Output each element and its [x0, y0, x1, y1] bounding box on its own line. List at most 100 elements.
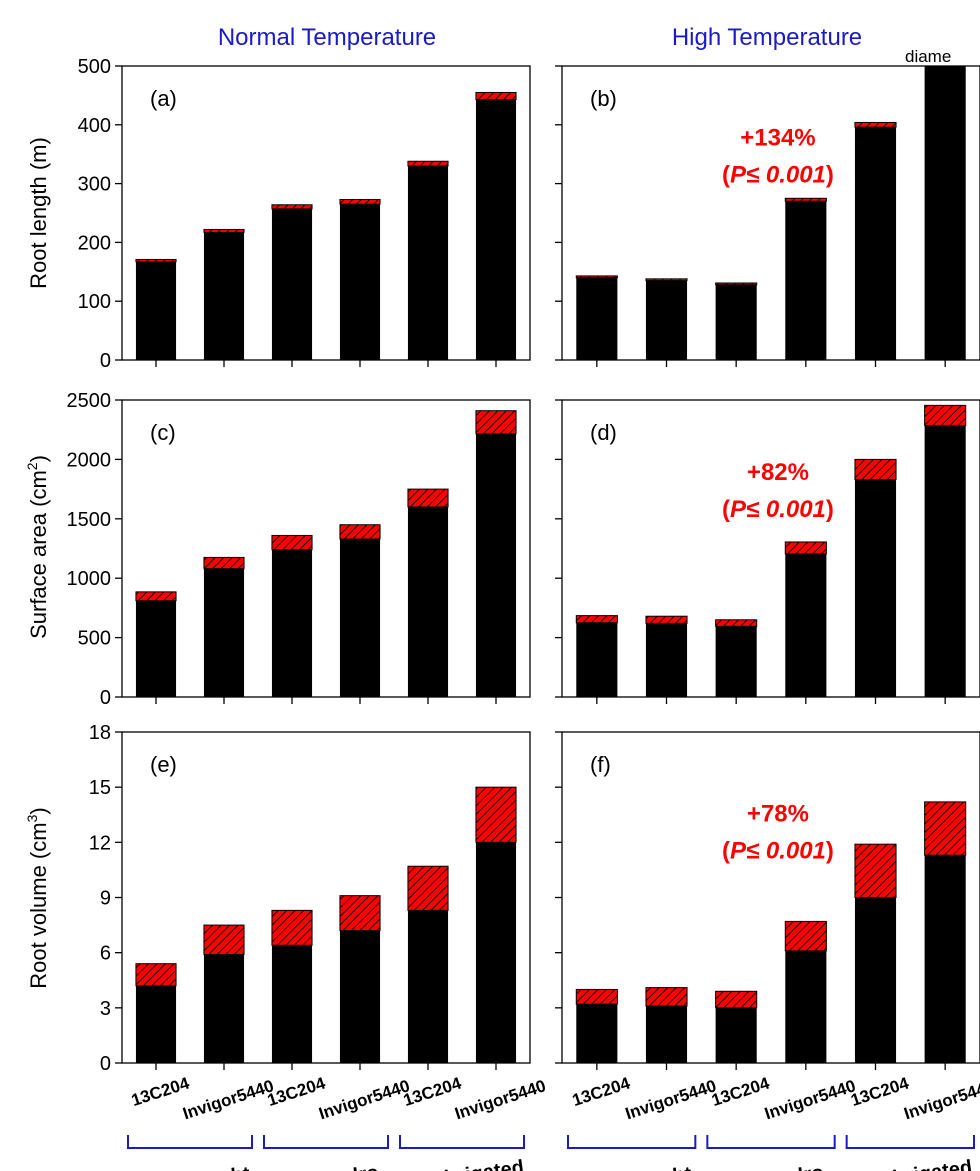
y-tick-label: 15	[89, 777, 111, 799]
y-tick-label: 100	[78, 291, 111, 313]
x-category-label: Invigor5440	[902, 1076, 980, 1123]
group-bracket	[127, 1135, 253, 1149]
y-tick-label: 2000	[67, 449, 112, 471]
bar-coarse-roots	[135, 258, 177, 263]
panel-e: 0 3 6 9 12 15 18 (e)	[89, 722, 531, 1075]
bar-fine-roots	[576, 622, 618, 697]
bar-coarse-roots	[203, 228, 245, 233]
y-label-surface-area-sup: 2	[24, 462, 40, 470]
bar-coarse-roots	[854, 458, 897, 481]
bar-coarse-roots	[203, 556, 245, 570]
bar-coarse-roots	[645, 615, 688, 624]
bar-coarse-roots	[271, 204, 313, 210]
bar-coarse-roots	[924, 801, 967, 856]
group-label: Severe drought	[103, 1163, 252, 1171]
bar-fine-roots	[407, 910, 449, 1063]
x-category-label: Invigor5440	[180, 1076, 276, 1123]
bar-group	[575, 801, 967, 1063]
annotation-percent: +82%	[747, 459, 809, 486]
annotation-pvalue: (P≤ 0.001)	[722, 161, 834, 188]
y-tick-label: 1500	[67, 509, 112, 531]
group-bracket	[567, 1135, 697, 1149]
bar-coarse-roots	[271, 909, 313, 946]
panel-frame	[121, 731, 531, 1064]
y-tick-label: 500	[78, 628, 111, 650]
bar-fine-roots	[854, 479, 897, 697]
bar-fine-roots	[645, 280, 688, 360]
bar-coarse-roots	[715, 619, 758, 627]
bar-fine-roots	[135, 985, 177, 1063]
panel-f: (f) +78% (P≤ 0.001)	[555, 731, 980, 1070]
bar-fine-roots	[785, 553, 827, 697]
group-label: Well irrigated	[397, 1156, 525, 1171]
y-label-root-volume: Root volume (cm3)	[24, 807, 51, 988]
bar-coarse-roots	[475, 410, 517, 435]
panel-frame	[121, 65, 531, 361]
bar-fine-roots	[203, 568, 245, 697]
bar-coarse-roots	[407, 865, 449, 911]
bar-coarse-roots	[339, 895, 381, 932]
y-tick-label: 1000	[67, 568, 112, 590]
annotation-percent: +134%	[740, 124, 815, 151]
bar-fine-roots	[475, 99, 517, 360]
bar-fine-roots	[203, 232, 245, 360]
bar-fine-roots	[339, 204, 381, 360]
group-bracket	[263, 1135, 389, 1149]
bar-fine-roots	[475, 842, 517, 1063]
bar-coarse-roots	[407, 488, 449, 508]
bar-group	[135, 410, 517, 697]
y-label-root-length: Root length (m)	[26, 137, 51, 289]
y-tick-label: 18	[89, 722, 111, 744]
bar-fine-roots	[339, 538, 381, 697]
group-label: Well irrigated	[845, 1156, 973, 1171]
bar-fine-roots	[576, 1004, 618, 1063]
bar-fine-roots	[645, 1005, 688, 1063]
corner-label: diame	[905, 47, 951, 66]
bar-fine-roots	[271, 208, 313, 360]
bar-coarse-roots	[135, 591, 177, 602]
y-label-surface-area-text: Surface area (cm	[26, 470, 51, 639]
annotation-percent: +78%	[747, 800, 809, 827]
bar-coarse-roots	[575, 988, 618, 1005]
bar-fine-roots	[339, 930, 381, 1063]
bar-group	[575, 66, 966, 360]
annotation-p-text: P≤ 0.001	[730, 161, 826, 188]
panel-label: (b)	[590, 86, 617, 111]
bar-coarse-roots	[784, 541, 827, 555]
x-category-label: Invigor5440	[762, 1076, 858, 1123]
y-tick-label: 3	[100, 998, 111, 1020]
panel-label: (f)	[590, 752, 611, 777]
bar-coarse-roots	[271, 534, 313, 551]
x-category-label: Invigor5440	[623, 1076, 719, 1123]
y-tick-label: 400	[78, 115, 111, 137]
annotation-paren-close: )	[826, 496, 834, 523]
panel-frame	[561, 65, 980, 361]
y-tick-label: 2500	[67, 390, 112, 412]
bar-fine-roots	[475, 433, 517, 697]
y-label-root-length-text: Root length (m)	[26, 137, 51, 289]
annotation-paren-close: )	[826, 161, 834, 188]
bar-fine-roots	[407, 506, 449, 697]
panel-label: (d)	[590, 420, 617, 445]
y-label-root-volume-sup: 3	[24, 814, 40, 822]
panel-label: (a)	[150, 86, 177, 111]
group-label: Medium dro.	[710, 1161, 831, 1171]
panel-d: (d) +82% (P≤ 0.001)	[555, 399, 980, 704]
bar-coarse-roots	[203, 924, 245, 956]
bar-fine-roots	[407, 165, 449, 360]
bar-group	[135, 91, 517, 360]
bar-fine-roots	[135, 261, 177, 360]
panel-c: 0 500 1000 1500 2000 2500 (c)	[67, 390, 531, 709]
bar-fine-roots	[785, 201, 827, 360]
annotation-paren-close: )	[826, 837, 834, 864]
y-label-surface-area-close: )	[26, 455, 51, 462]
column-title-high: High Temperature	[672, 24, 862, 51]
x-category-label: Invigor5440	[452, 1076, 548, 1123]
bar-fine-roots	[203, 954, 245, 1063]
annotation-paren-open: (	[722, 161, 730, 188]
bar-fine-roots	[135, 600, 177, 697]
bar-coarse-roots	[715, 282, 758, 286]
y-tick-label: 0	[100, 687, 111, 709]
